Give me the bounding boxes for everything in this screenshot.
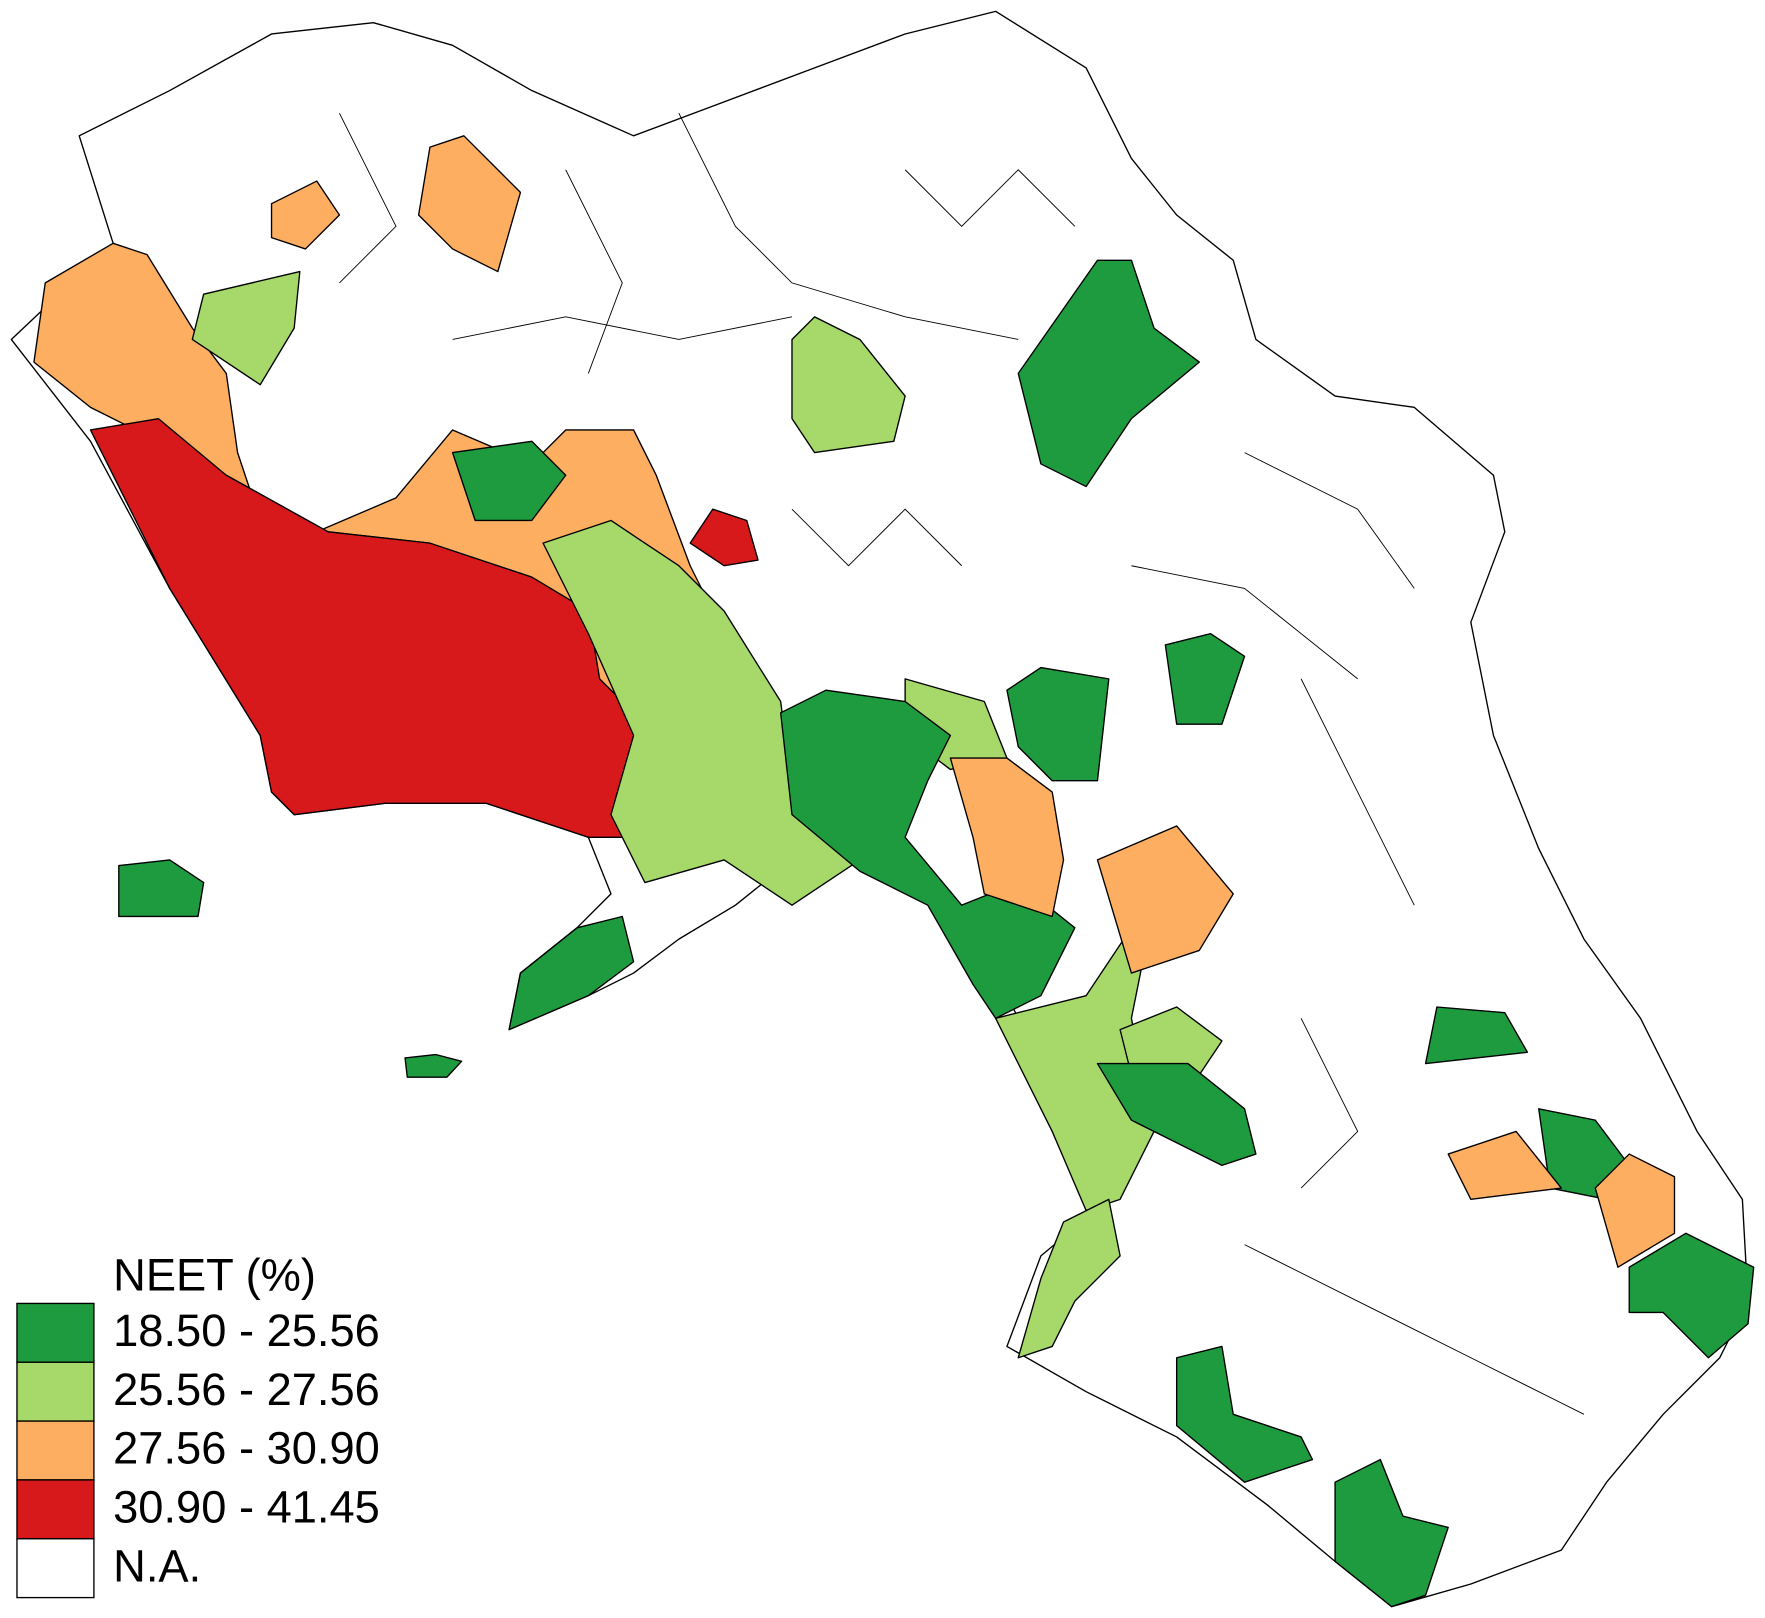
dark-green-area	[1424, 1006, 1529, 1065]
dark-green-area	[1175, 1345, 1314, 1483]
light-green-area	[191, 270, 301, 386]
legend-title: NEET (%)	[113, 1249, 316, 1300]
legend-label: N.A.	[113, 1540, 201, 1591]
orange-area	[1447, 1130, 1563, 1201]
orange-area	[1096, 825, 1234, 974]
legend-swatch	[16, 1420, 95, 1481]
light-green-area	[791, 316, 906, 454]
municipal-border	[339, 112, 1585, 1415]
dark-green-area	[1334, 1458, 1449, 1608]
legend-label: 18.50 - 25.56	[113, 1305, 380, 1356]
island	[118, 859, 205, 918]
island	[404, 1053, 463, 1078]
dark-green-area	[1017, 259, 1200, 488]
legend-label: 30.90 - 41.45	[113, 1481, 380, 1532]
dark-green-area	[1006, 666, 1110, 782]
dark-green-area	[1164, 632, 1246, 725]
dark-green-area	[451, 440, 567, 522]
legend-swatch	[16, 1538, 95, 1599]
legend-swatch	[16, 1479, 95, 1540]
dark-green-area	[1096, 1062, 1257, 1167]
light-green-area	[542, 519, 861, 906]
legend-swatch	[16, 1302, 95, 1363]
light-green-area	[1017, 1198, 1121, 1359]
red-area	[689, 508, 759, 567]
dark-green-area	[1628, 1232, 1755, 1359]
legend-label: 25.56 - 27.56	[113, 1364, 380, 1415]
orange-area	[1594, 1153, 1676, 1268]
orange-area	[949, 757, 1065, 918]
legend-swatch	[16, 1361, 95, 1422]
legend: NEET (%) 18.50 - 25.56 25.56 - 27.56 27.56…	[16, 1249, 380, 1599]
orange-area	[417, 135, 522, 273]
municipalities	[10, 10, 1755, 1608]
legend-label: 27.56 - 30.90	[113, 1423, 380, 1474]
orange-area	[270, 180, 341, 250]
dark-green-area	[508, 915, 635, 1031]
